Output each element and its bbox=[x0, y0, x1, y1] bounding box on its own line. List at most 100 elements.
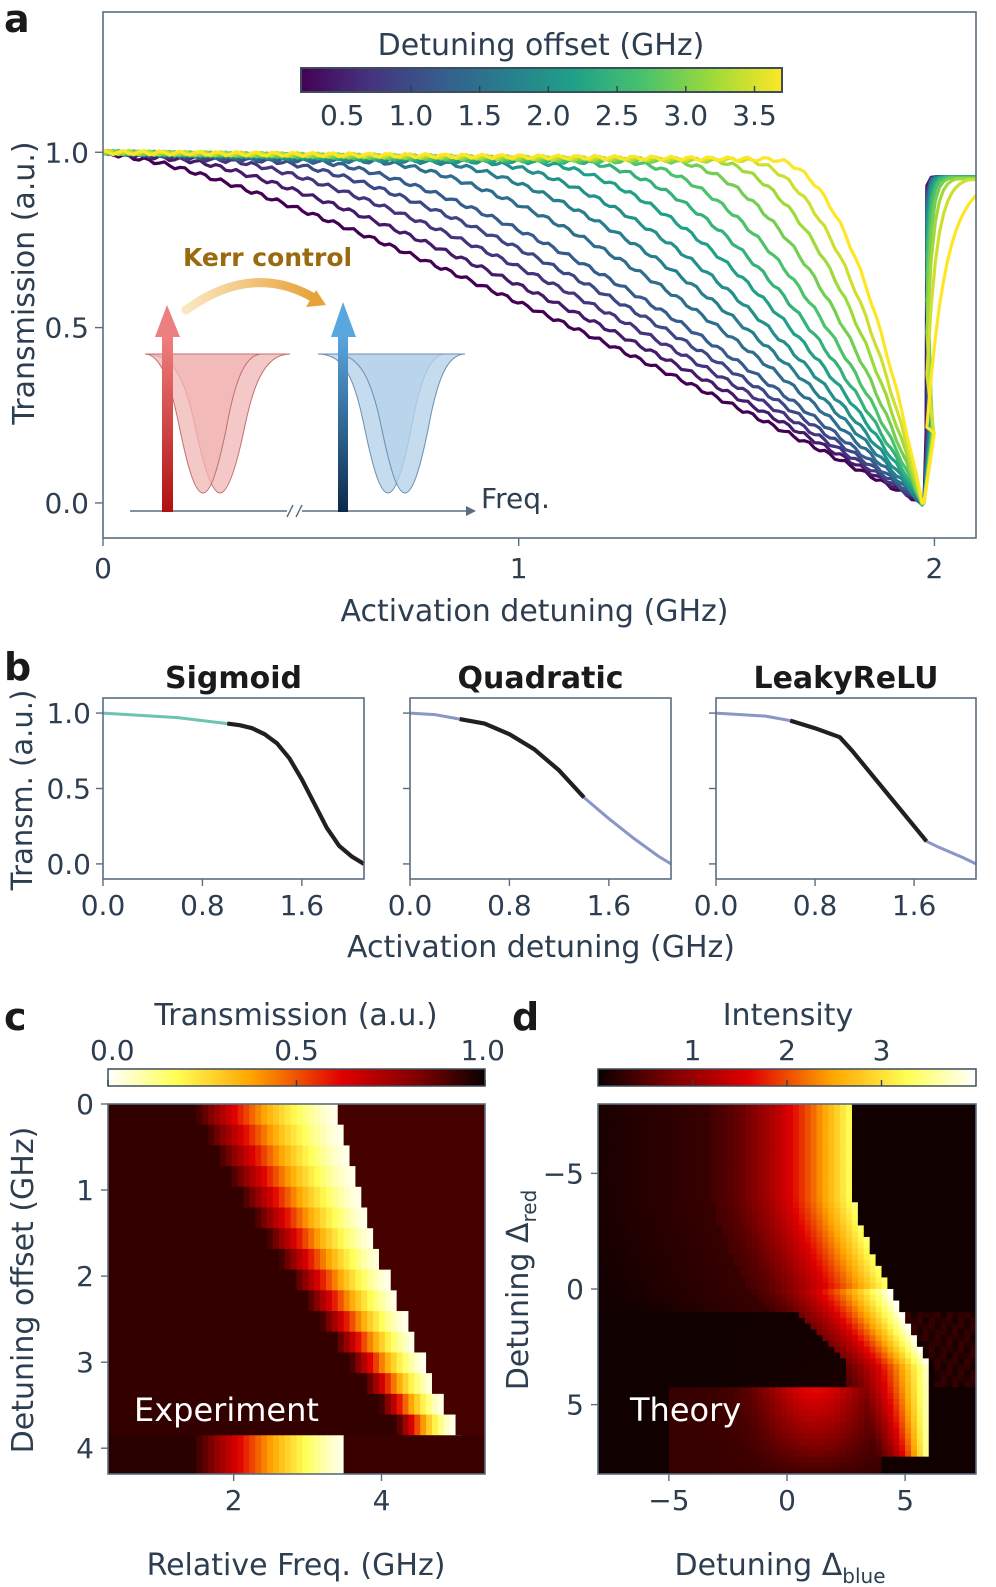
heatmap-cell bbox=[349, 1393, 357, 1416]
heatmap-cell bbox=[846, 1225, 853, 1232]
heatmap-cell bbox=[627, 1346, 635, 1354]
heatmap-cell bbox=[461, 1166, 468, 1188]
heatmap-cell bbox=[757, 1271, 764, 1279]
heatmap-cell bbox=[479, 1124, 485, 1146]
heatmap-cell bbox=[161, 1352, 168, 1374]
heatmap-cell bbox=[615, 1306, 623, 1313]
heatmap-cell bbox=[739, 1127, 747, 1134]
heatmap-cell bbox=[916, 1387, 924, 1394]
heatmap-cell bbox=[952, 1421, 959, 1429]
heatmap-cell bbox=[798, 1242, 806, 1250]
heatmap-cell bbox=[952, 1352, 959, 1359]
heatmap-cell bbox=[267, 1269, 274, 1291]
heatmap-cell bbox=[674, 1410, 682, 1417]
heatmap-cell bbox=[172, 1414, 180, 1436]
heatmap-cell bbox=[143, 1290, 150, 1312]
heatmap-cell bbox=[964, 1190, 971, 1198]
heatmap-cell bbox=[320, 1435, 327, 1474]
heatmap-cell bbox=[603, 1387, 611, 1394]
heatmap-cell bbox=[657, 1427, 664, 1435]
heatmap-cell bbox=[627, 1115, 635, 1122]
heatmap-cell bbox=[804, 1121, 812, 1128]
heatmap-cell bbox=[716, 1300, 723, 1307]
heatmap-cell bbox=[733, 1150, 741, 1157]
heatmap-cell bbox=[881, 1277, 889, 1284]
heatmap-cell bbox=[621, 1381, 629, 1388]
heatmap-cell bbox=[402, 1269, 410, 1291]
heatmap-cell bbox=[609, 1242, 617, 1250]
heatmap-cell bbox=[615, 1341, 623, 1348]
heatmap-cell bbox=[651, 1225, 658, 1232]
heatmap-cell bbox=[639, 1138, 646, 1146]
heatmap-cell bbox=[834, 1352, 841, 1359]
heatmap-cell bbox=[851, 1358, 859, 1365]
heatmap-cell bbox=[846, 1156, 853, 1163]
heatmap-cell bbox=[680, 1236, 688, 1244]
heatmap-cell bbox=[846, 1381, 853, 1388]
heatmap-cell bbox=[946, 1260, 953, 1267]
heatmap-cell bbox=[916, 1179, 924, 1186]
heatmap-cell bbox=[958, 1132, 965, 1140]
heatmap-cell bbox=[674, 1335, 682, 1342]
heatmap-cell bbox=[863, 1236, 871, 1244]
heatmap-cell bbox=[846, 1289, 853, 1296]
heatmap-cell bbox=[461, 1145, 468, 1167]
heatmap-cell bbox=[875, 1364, 883, 1371]
heatmap-cell bbox=[645, 1341, 652, 1348]
heatmap-cell bbox=[757, 1387, 764, 1394]
heatmap-cell bbox=[137, 1352, 144, 1374]
heatmap-cell bbox=[899, 1231, 906, 1238]
heatmap-cell bbox=[869, 1144, 877, 1151]
heatmap-cell bbox=[662, 1306, 670, 1313]
heatmap-cell bbox=[781, 1109, 788, 1117]
heatmap-cell bbox=[633, 1352, 640, 1359]
heatmap-cell bbox=[763, 1144, 770, 1151]
heatmap-cell bbox=[639, 1352, 646, 1359]
heatmap-cell bbox=[905, 1289, 912, 1296]
heatmap-cell bbox=[946, 1358, 953, 1365]
heatmap-cell bbox=[840, 1306, 847, 1313]
heatmap-cell bbox=[668, 1254, 676, 1261]
heatmap-cell bbox=[964, 1277, 971, 1284]
heatmap-cell bbox=[384, 1414, 392, 1436]
heatmap-cell bbox=[402, 1166, 410, 1188]
heatmap-cell bbox=[846, 1167, 853, 1174]
heatmap-cell bbox=[905, 1225, 912, 1232]
heatmap-cell bbox=[378, 1166, 386, 1188]
heatmap-cell bbox=[645, 1121, 652, 1128]
heatmap-cell bbox=[184, 1414, 192, 1436]
heatmap-cell bbox=[461, 1186, 468, 1209]
heatmap-cell bbox=[810, 1248, 818, 1255]
heatmap-cell bbox=[125, 1248, 133, 1271]
heatmap-cell bbox=[810, 1358, 818, 1365]
heatmap-cell bbox=[775, 1173, 782, 1180]
heatmap-cell bbox=[722, 1254, 729, 1261]
heatmap-cell bbox=[243, 1311, 250, 1333]
heatmap-cell bbox=[704, 1283, 711, 1290]
heatmap-cell bbox=[615, 1358, 623, 1365]
heatmap-cell bbox=[645, 1421, 652, 1429]
heatmap-cell bbox=[704, 1427, 711, 1435]
heatmap-cell bbox=[958, 1300, 965, 1307]
heatmap-cell bbox=[686, 1115, 694, 1122]
heatmap-cell bbox=[674, 1352, 682, 1359]
heatmap-cell bbox=[704, 1393, 711, 1400]
heatmap-cell bbox=[739, 1144, 747, 1151]
heatmap-cell bbox=[603, 1433, 611, 1440]
heatmap-cell bbox=[970, 1398, 976, 1406]
heatmap-cell bbox=[769, 1173, 776, 1180]
heatmap-cell bbox=[810, 1184, 818, 1192]
heatmap-cell bbox=[851, 1156, 859, 1163]
heatmap-cell bbox=[787, 1410, 794, 1417]
heatmap-cell bbox=[733, 1289, 741, 1296]
heatmap-cell bbox=[308, 1186, 315, 1209]
heatmap-cell bbox=[361, 1331, 368, 1354]
heatmap-cell bbox=[639, 1173, 646, 1180]
heatmap-cell bbox=[869, 1167, 877, 1174]
heatmap-cell bbox=[710, 1335, 717, 1342]
heatmap-cell bbox=[857, 1167, 865, 1174]
heatmap-cell bbox=[261, 1435, 268, 1474]
heatmap-cell bbox=[911, 1346, 918, 1354]
heatmap-cell bbox=[922, 1104, 930, 1111]
heatmap-cell bbox=[639, 1375, 646, 1383]
